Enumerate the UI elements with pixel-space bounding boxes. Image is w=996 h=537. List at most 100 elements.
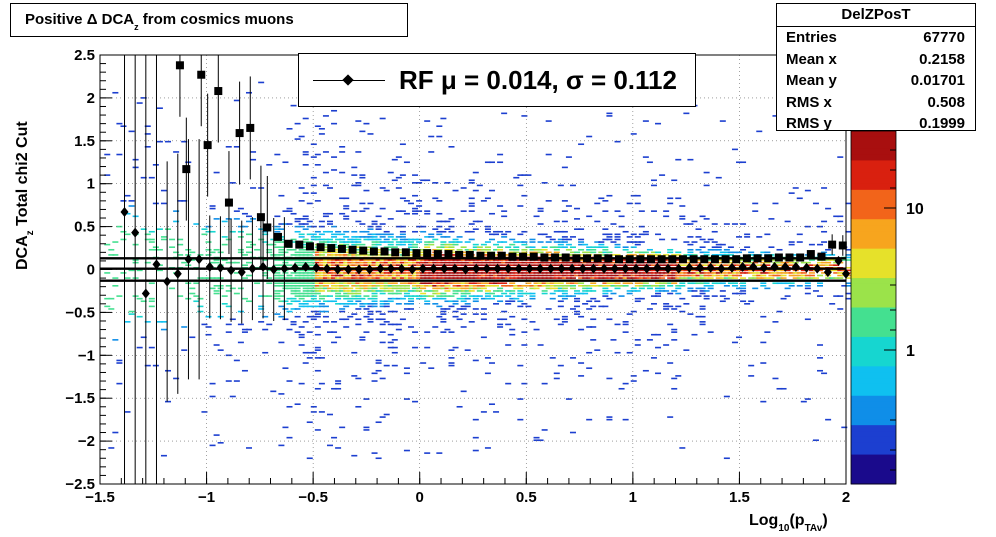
heatmap-cell: [561, 318, 568, 321]
heatmap-cell: [517, 418, 524, 421]
heatmap-cell: [521, 243, 528, 246]
heatmap-cell: [703, 274, 710, 277]
heatmap-cell: [784, 295, 791, 297]
heatmap-cell: [796, 285, 803, 287]
heatmap-cell: [574, 290, 581, 292]
heatmap-cell: [703, 184, 710, 187]
heatmap-cell: [586, 135, 593, 138]
heatmap-cell: [331, 277, 338, 279]
heatmap-cell: [578, 243, 585, 246]
heatmap-cell: [464, 303, 471, 305]
heatmap-cell: [213, 285, 220, 287]
heatmap-cell: [460, 292, 467, 295]
diamond-marker: [536, 263, 545, 274]
heatmap-cell: [241, 369, 248, 372]
heatmap-cell: [565, 295, 572, 297]
heatmap-cell: [541, 261, 548, 264]
heatmap-cell: [472, 285, 479, 287]
heatmap-cell: [727, 282, 734, 285]
heatmap-cell: [432, 290, 439, 292]
heatmap-cell: [302, 254, 309, 256]
heatmap-cell: [302, 272, 309, 274]
heatmap-cell: [302, 251, 309, 254]
heatmap-cell: [590, 274, 597, 277]
heatmap-cell: [650, 357, 657, 359]
heatmap-cell: [290, 272, 297, 274]
heatmap-cell: [622, 248, 629, 251]
heatmap-cell: [501, 285, 508, 287]
heatmap-cell: [322, 243, 329, 246]
heatmap-cell: [602, 287, 609, 290]
heatmap-cell: [201, 411, 208, 413]
heatmap-cell: [630, 274, 637, 277]
heatmap-cell: [298, 200, 305, 202]
heatmap-cell: [416, 282, 423, 285]
square-marker: [401, 248, 410, 257]
heatmap-cell: [464, 290, 471, 292]
heatmap-cell: [407, 303, 414, 305]
heatmap-cell: [529, 297, 536, 300]
heatmap-cell: [306, 315, 313, 318]
heatmap-cell: [707, 248, 714, 251]
heatmap-cell: [367, 297, 374, 300]
heatmap-cell: [424, 272, 431, 274]
heatmap-cell: [703, 171, 710, 174]
heatmap-cell: [322, 215, 329, 218]
heatmap-cell: [104, 272, 111, 274]
heatmap-cell: [140, 336, 147, 339]
heatmap-cell: [541, 233, 548, 236]
heatmap-cell: [331, 331, 338, 333]
heatmap-cell: [480, 269, 487, 272]
heatmap-cell: [456, 269, 463, 272]
heatmap-cell: [760, 277, 767, 279]
heatmap-cell: [578, 259, 585, 261]
heatmap-cell: [614, 238, 621, 241]
heatmap-cell: [545, 274, 552, 277]
heatmap-cell: [403, 308, 410, 310]
heatmap-cell: [731, 292, 738, 295]
heatmap-cell: [318, 264, 325, 267]
heatmap-cell: [667, 202, 674, 205]
heatmap-cell: [351, 274, 358, 277]
heatmap-cell: [557, 272, 564, 274]
heatmap-cell: [448, 364, 455, 367]
heatmap-cell: [399, 197, 406, 200]
heatmap-cell: [144, 364, 151, 367]
heatmap-cell: [444, 220, 451, 223]
heatmap-cell: [679, 282, 686, 285]
heatmap-cell: [549, 261, 556, 264]
heatmap-cell: [282, 223, 289, 225]
heatmap-cell: [322, 321, 329, 323]
heatmap-cell: [760, 251, 767, 254]
heatmap-cell: [748, 251, 755, 254]
heatmap-cell: [262, 351, 269, 354]
heatmap-cell: [614, 243, 621, 246]
heatmap-cell: [387, 310, 394, 313]
heatmap-cell: [800, 400, 807, 403]
heatmap-cell: [375, 233, 382, 236]
heatmap-cell: [160, 236, 167, 238]
heatmap-cell: [391, 351, 398, 354]
heatmap-cell: [367, 310, 374, 313]
heatmap-cell: [553, 261, 560, 264]
diamond-marker: [632, 263, 641, 274]
heatmap-cell: [331, 387, 338, 390]
heatmap-cell: [290, 104, 297, 107]
heatmap-cell: [675, 259, 682, 261]
heatmap-cell: [367, 303, 374, 305]
heatmap-cell: [274, 272, 281, 274]
heatmap-cell: [691, 290, 698, 292]
heatmap-cell: [736, 336, 743, 339]
heatmap-cell: [428, 254, 435, 256]
heatmap-cell: [148, 297, 155, 300]
heatmap-cell: [614, 287, 621, 290]
heatmap-cell: [302, 305, 309, 308]
heatmap-cell: [464, 264, 471, 267]
heatmap-cell: [165, 228, 172, 230]
heatmap-cell: [371, 295, 378, 297]
heatmap-cell: [355, 243, 362, 246]
heatmap-cell: [707, 259, 714, 261]
heatmap-cell: [602, 264, 609, 267]
heatmap-cell: [586, 300, 593, 303]
heatmap-cell: [367, 246, 374, 248]
